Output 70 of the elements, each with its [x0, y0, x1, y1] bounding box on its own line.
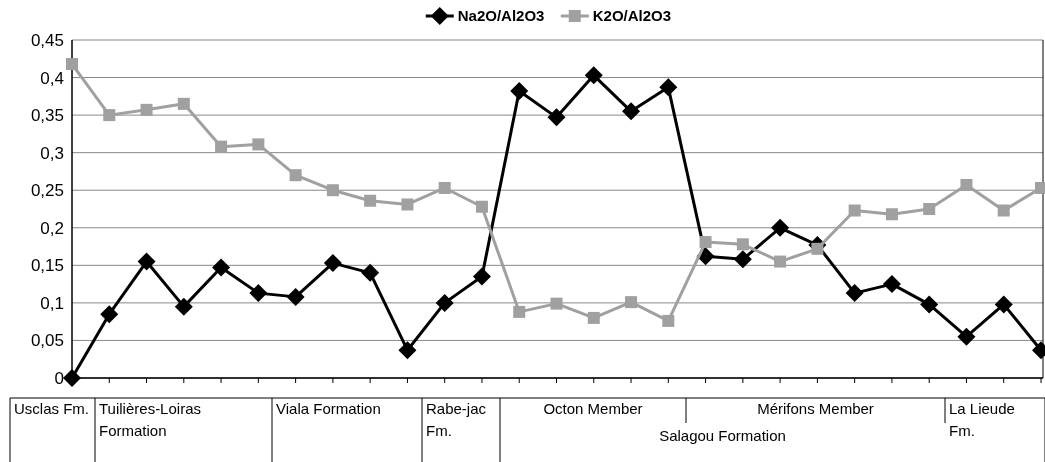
point	[513, 305, 526, 318]
y-tick-label: 0,25	[30, 181, 64, 201]
y-tick-label: 0,05	[30, 331, 64, 351]
point	[510, 82, 529, 101]
point	[364, 194, 377, 207]
point	[174, 297, 193, 316]
y-tick-label: 0,15	[30, 256, 64, 276]
point	[736, 238, 749, 251]
point	[659, 78, 678, 97]
point	[733, 250, 752, 269]
point	[625, 296, 638, 309]
point	[550, 297, 563, 310]
point	[361, 263, 380, 282]
point	[622, 102, 641, 121]
point	[286, 287, 305, 306]
point	[177, 97, 190, 110]
point	[475, 200, 488, 213]
text: Mérifons Member	[757, 400, 874, 417]
point	[923, 203, 936, 215]
point	[63, 369, 81, 387]
point	[103, 109, 116, 122]
point	[882, 275, 901, 294]
point	[289, 169, 302, 182]
legend-label: K2O/Al2O3	[592, 7, 672, 25]
point	[66, 58, 78, 71]
y-tick-label: 0,4	[40, 68, 64, 88]
point	[997, 204, 1010, 217]
point	[398, 341, 417, 360]
point	[771, 218, 790, 237]
point	[212, 258, 231, 277]
point	[140, 103, 153, 116]
y-tick-label: 0,2	[40, 218, 64, 238]
point	[547, 108, 566, 127]
point	[438, 181, 451, 194]
point	[584, 66, 603, 85]
point	[774, 255, 787, 268]
point	[215, 140, 228, 153]
point	[848, 204, 861, 217]
text: Rabe-jac Fm.	[426, 400, 487, 439]
point	[885, 208, 898, 221]
y-tick-label: 0,3	[40, 143, 64, 163]
point	[845, 284, 864, 303]
text: Tuilières-Loiras Formation	[99, 400, 201, 439]
text: La Lieude Fm.	[949, 400, 1015, 439]
text: Usclas Fm.	[14, 400, 89, 417]
point	[401, 198, 414, 211]
point	[699, 236, 712, 249]
point	[435, 293, 454, 312]
y-tick-label: 0,1	[40, 293, 64, 313]
point	[960, 178, 973, 191]
y-tick-label: 0	[54, 368, 64, 388]
point	[957, 327, 976, 346]
point	[100, 305, 119, 324]
point	[811, 242, 824, 255]
point	[249, 284, 268, 303]
point	[472, 267, 491, 286]
point	[252, 138, 265, 151]
point	[994, 295, 1013, 314]
point	[137, 252, 156, 271]
point	[326, 184, 339, 197]
y-tick-label: 0,45	[30, 30, 64, 50]
legend-label: Na2O/Al2O3	[457, 7, 545, 25]
point	[920, 295, 939, 314]
text: Salagou Formation	[659, 427, 786, 444]
text: Viala Formation	[276, 400, 381, 417]
point	[662, 314, 675, 327]
text: Octon Member	[543, 400, 643, 417]
point	[587, 311, 600, 324]
y-tick-label: 0,35	[30, 106, 64, 126]
point	[323, 254, 342, 273]
